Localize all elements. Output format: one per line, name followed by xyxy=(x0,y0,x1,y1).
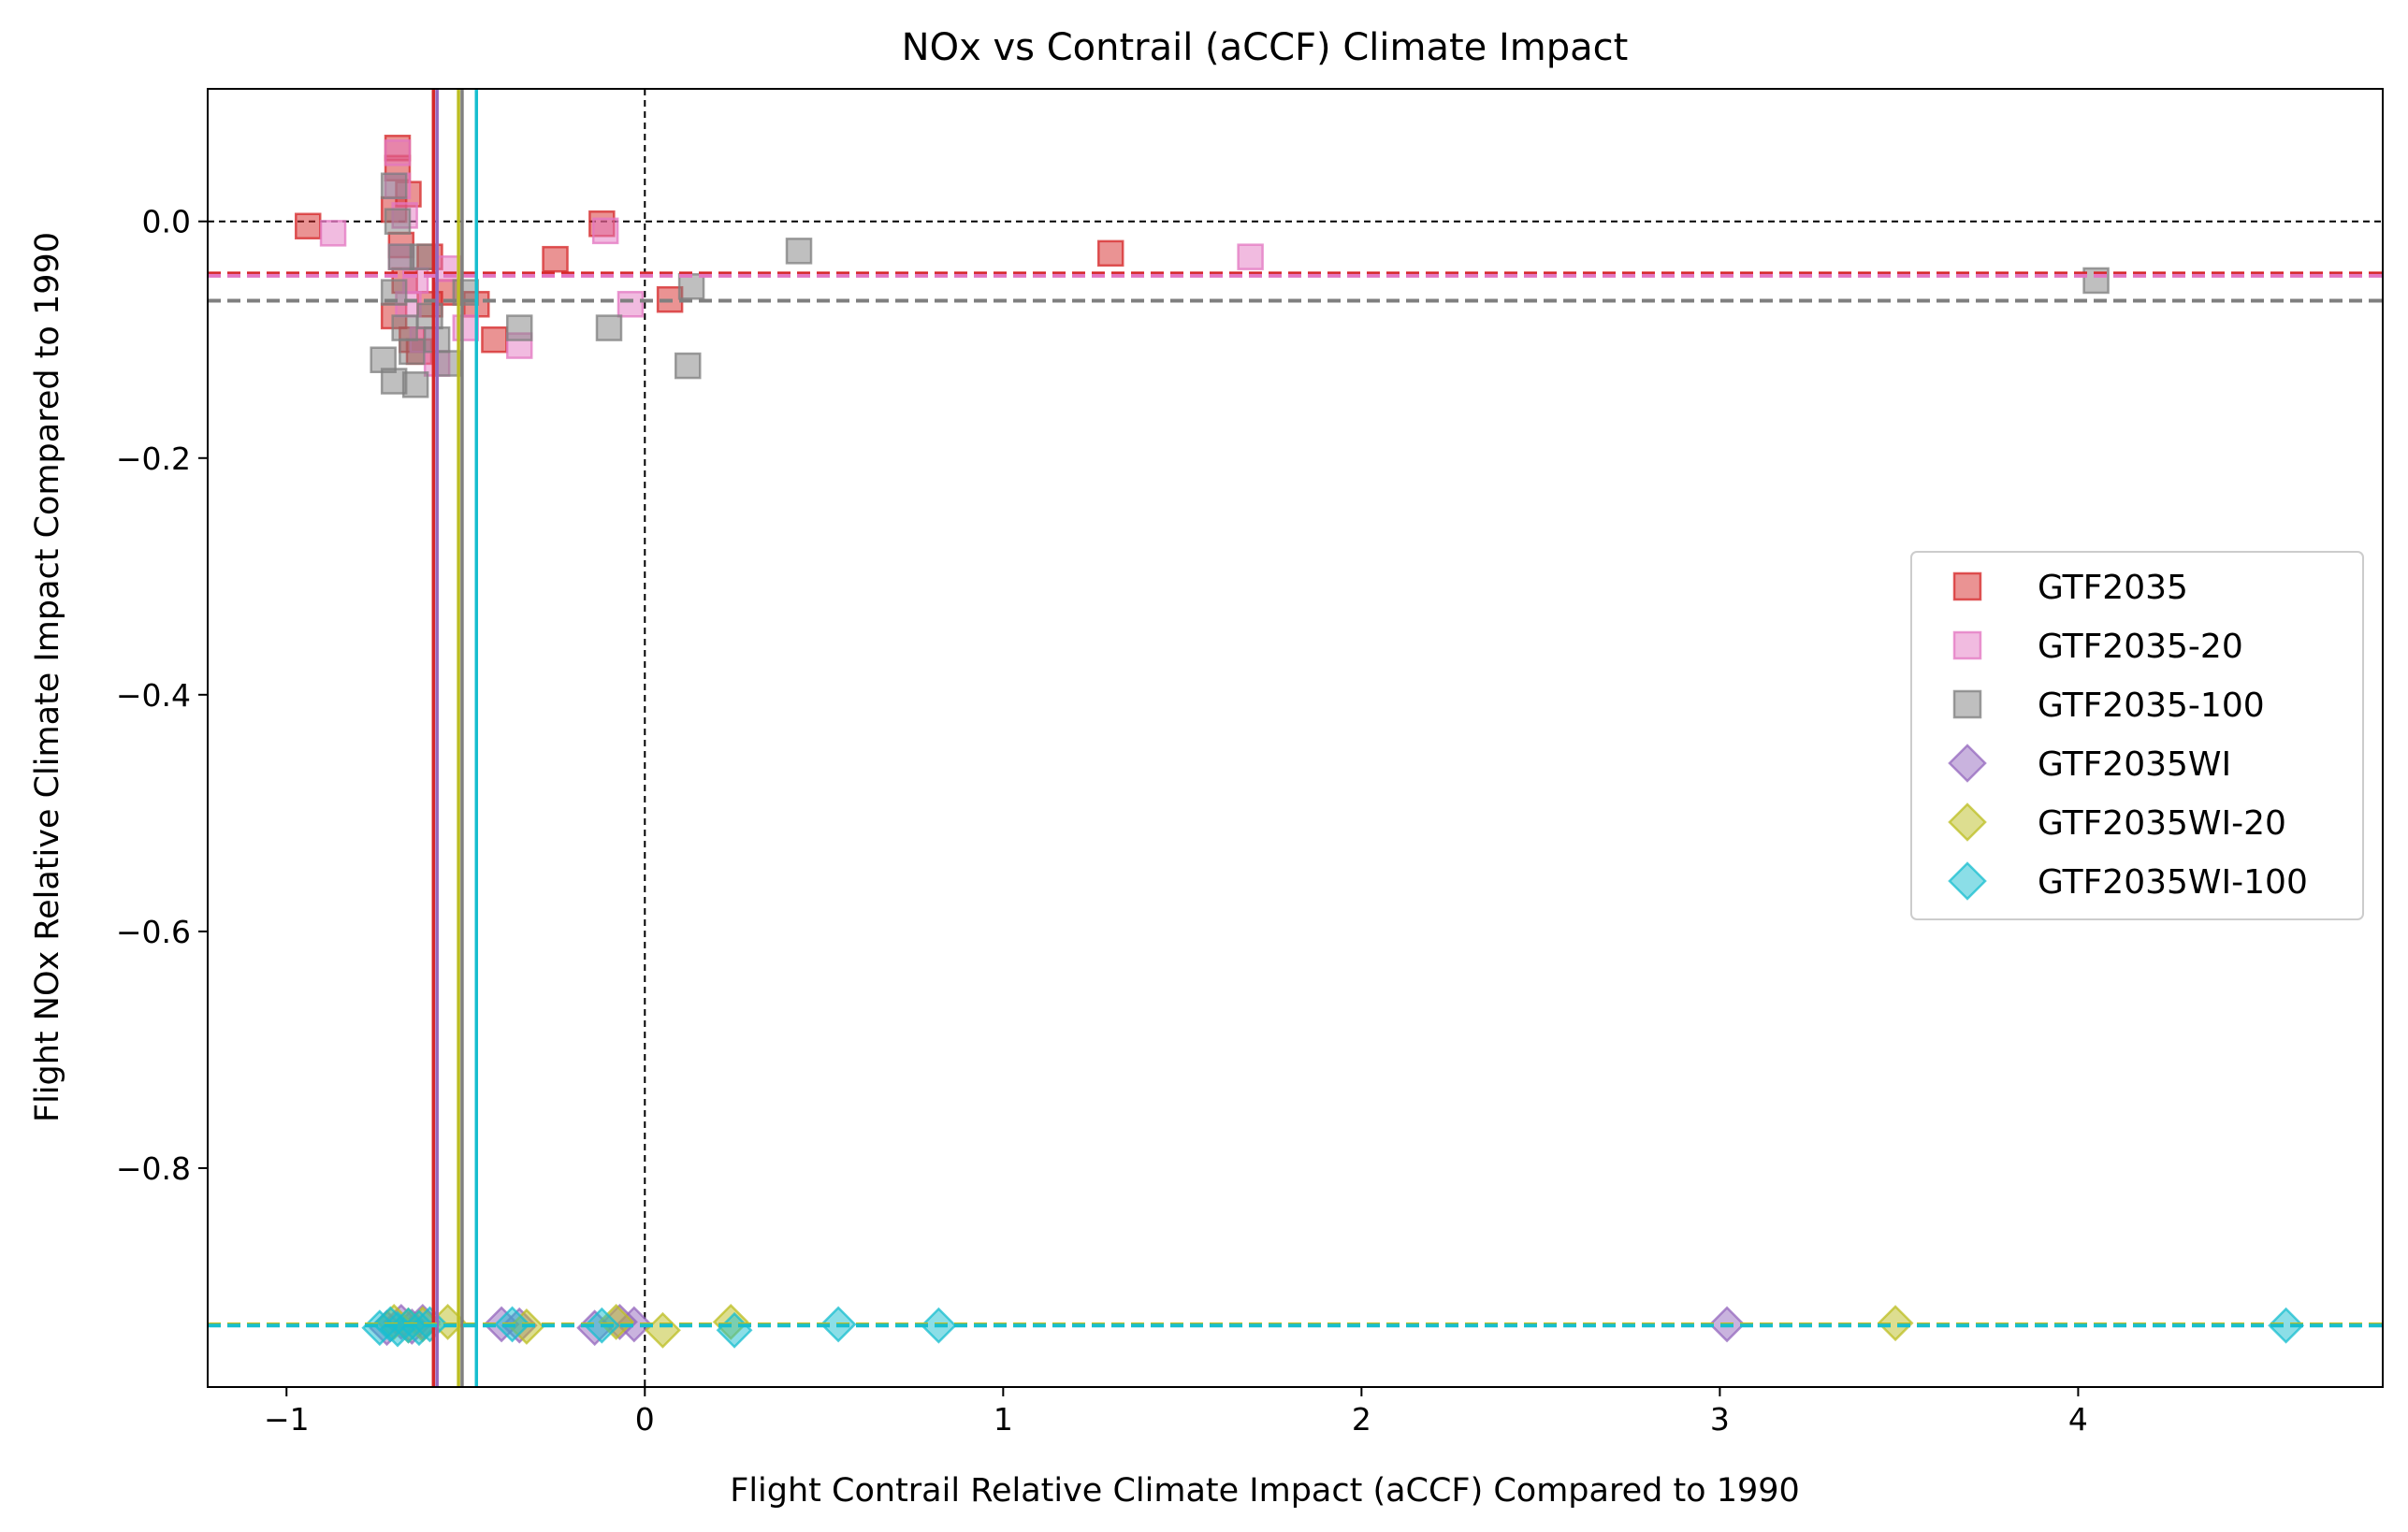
x-tick-label: 2 xyxy=(1352,1401,1371,1438)
legend-marker xyxy=(1952,571,1982,601)
x-tick-label: 3 xyxy=(1710,1401,1730,1438)
data-point xyxy=(401,371,429,398)
legend-marker xyxy=(1952,630,1982,660)
data-point xyxy=(434,350,461,377)
data-point xyxy=(785,238,813,265)
legend-label: GTF2035-100 xyxy=(2038,687,2265,725)
x-tick-label: 1 xyxy=(994,1401,1013,1438)
x-tick-label: 4 xyxy=(2068,1401,2088,1438)
data-point xyxy=(409,243,437,270)
data-point xyxy=(384,208,412,235)
legend: GTF2035 GTF2035-20 GTF2035-100 GTF2035WI GTF… xyxy=(1910,551,2364,920)
y-tick-label: −0.4 xyxy=(116,677,191,714)
data-point xyxy=(1237,243,1264,270)
chart-title: NOx vs Contrail (aCCF) Climate Impact xyxy=(902,26,1629,69)
plot-area: −1 0 1 2 3 4 0.0 −0.2 −0.4 −0.6 −0.8 xyxy=(116,88,2384,1438)
legend-label: GTF2035WI xyxy=(2038,745,2231,784)
data-point xyxy=(1877,1305,1914,1342)
data-point xyxy=(617,291,645,318)
data-point xyxy=(380,172,408,200)
data-point xyxy=(391,314,418,341)
y-tick-label: −0.2 xyxy=(116,441,191,477)
data-point xyxy=(675,352,702,380)
y-axis-label: Flight NOx Relative Climate Impact Compa… xyxy=(29,232,66,1122)
legend-label: GTF2035WI-20 xyxy=(2038,804,2286,843)
legend-marker xyxy=(1952,689,1982,719)
data-point xyxy=(505,314,533,341)
legend-marker xyxy=(1948,802,1987,842)
data-point xyxy=(645,1311,681,1349)
legend-label: GTF2035 xyxy=(2038,569,2188,607)
data-point xyxy=(677,273,705,300)
data-point xyxy=(481,325,508,354)
data-point xyxy=(384,139,412,166)
legend-label: GTF2035-20 xyxy=(2038,628,2243,666)
legend-label: GTF2035WI-100 xyxy=(2038,863,2308,902)
x-tick-label: −1 xyxy=(264,1401,310,1438)
axes-frame xyxy=(207,88,2384,1388)
data-point xyxy=(1096,239,1124,267)
data-point xyxy=(399,338,426,366)
x-tick-label: 0 xyxy=(635,1401,655,1438)
data-point xyxy=(595,314,623,341)
series-2 xyxy=(370,172,2110,398)
x-axis-label: Flight Contrail Relative Climate Impact … xyxy=(730,1472,1800,1510)
data-point xyxy=(319,220,347,247)
legend-marker xyxy=(1948,744,1987,783)
y-tick-label: −0.6 xyxy=(116,914,191,950)
data-point xyxy=(591,217,619,245)
y-tick-label: −0.8 xyxy=(116,1150,191,1187)
legend-box xyxy=(1910,551,2364,920)
data-point xyxy=(2268,1307,2305,1344)
y-tick-label: 0.0 xyxy=(142,204,191,240)
data-point xyxy=(542,245,569,273)
legend-marker xyxy=(1948,861,1987,901)
data-point xyxy=(294,212,322,240)
plot-inner xyxy=(208,89,2383,1387)
